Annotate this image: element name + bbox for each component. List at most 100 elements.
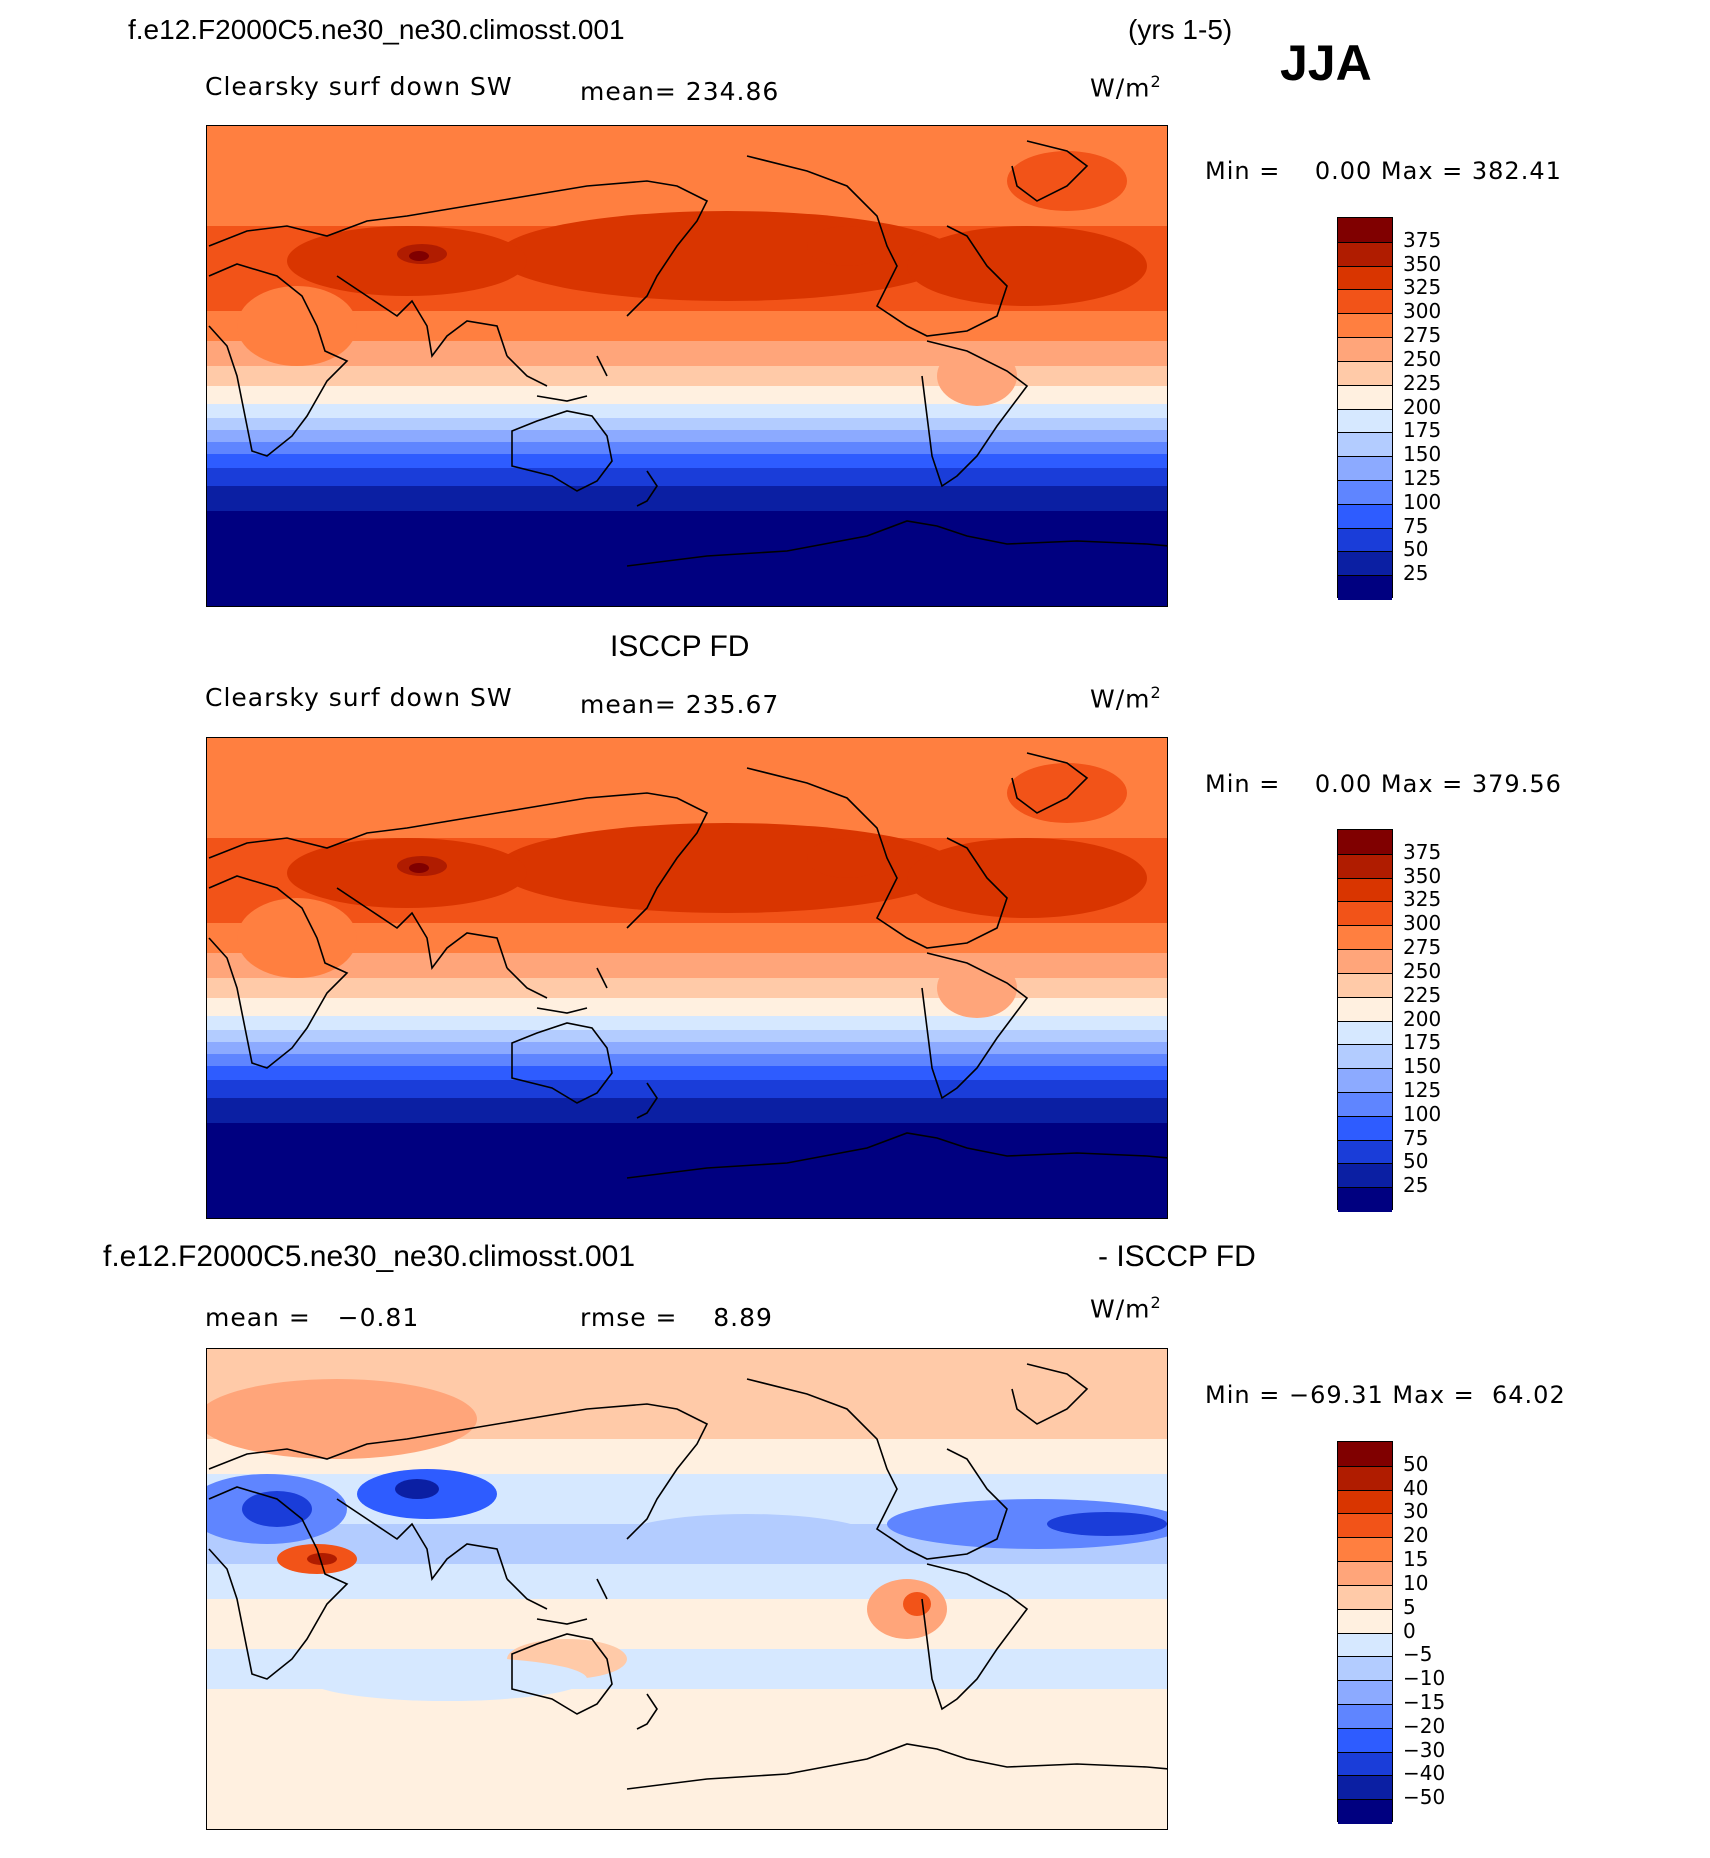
field-band	[207, 738, 1167, 838]
field-band	[207, 1564, 1167, 1599]
colorbar-tick-label: −40	[1403, 1761, 1446, 1786]
panel2-map	[206, 737, 1168, 1219]
field-blob	[977, 1364, 1157, 1414]
colorbar-swatch	[1338, 949, 1392, 974]
season-label: JJA	[1280, 35, 1372, 91]
colorbar-swatch	[1338, 527, 1392, 552]
colorbar-tick-label: 100	[1403, 1101, 1442, 1126]
field-band	[207, 126, 1167, 226]
colorbar-tick-label: 5	[1403, 1594, 1416, 1619]
diff-mean: mean = −0.81	[205, 1303, 420, 1332]
colorbar-swatch	[1338, 996, 1392, 1021]
colorbar-swatch	[1338, 551, 1392, 576]
colorbar-swatch	[1338, 265, 1392, 290]
colorbar-tick-label: 300	[1403, 911, 1442, 936]
colorbar-swatch	[1338, 1537, 1392, 1562]
colorbar-tick-label: −10	[1403, 1666, 1446, 1691]
colorbar-swatch	[1338, 575, 1392, 600]
colorbar-swatch	[1338, 503, 1392, 529]
colorbar-tick-label: 250	[1403, 958, 1442, 983]
field-band	[207, 386, 1167, 404]
colorbar-swatch	[1338, 1163, 1392, 1188]
colorbar-swatch	[1338, 1680, 1392, 1705]
colorbar-swatch	[1338, 313, 1392, 338]
field-blob	[207, 1379, 477, 1459]
field-band	[207, 1098, 1167, 1123]
field-blob	[903, 1592, 931, 1616]
diff-title-left: f.e12.F2000C5.ne30_ne30.climosst.001	[103, 1240, 636, 1273]
colorbar-tick-label: 20	[1403, 1523, 1429, 1548]
colorbar-tick-label: 300	[1403, 299, 1442, 324]
field-blob	[1047, 1512, 1167, 1536]
colorbar-tick-label: 375	[1403, 227, 1442, 252]
field-band	[207, 418, 1167, 430]
colorbar-swatch	[1338, 360, 1392, 386]
colorbar-tick-label: 225	[1403, 370, 1442, 395]
field-band	[207, 341, 1167, 366]
field-blob	[807, 226, 887, 266]
colorbar-tick-label: 175	[1403, 418, 1442, 443]
field-blob	[1007, 763, 1127, 823]
colorbar-tick-label: 175	[1403, 1030, 1442, 1055]
field-blob	[409, 863, 429, 873]
field-band	[207, 1689, 1167, 1829]
panel2-field	[207, 738, 1167, 1218]
colorbar-swatch	[1338, 384, 1392, 409]
colorbar-tick-label: 50	[1403, 1451, 1429, 1476]
colorbar-tick-label: 0	[1403, 1618, 1416, 1643]
colorbar-tick-label: −50	[1403, 1785, 1446, 1810]
field-band	[207, 1599, 1167, 1649]
colorbar-tick-label: 200	[1403, 1006, 1442, 1031]
diff-field	[207, 1349, 1167, 1829]
colorbar-swatch	[1338, 925, 1392, 950]
colorbar-swatch	[1338, 1091, 1392, 1117]
colorbar-swatch	[1338, 456, 1392, 481]
colorbar-tick-label: 275	[1403, 323, 1442, 348]
colorbar-tick-label: 40	[1403, 1475, 1429, 1500]
colorbar-tick-label: 275	[1403, 935, 1442, 960]
colorbar-swatch	[1338, 408, 1392, 433]
field-band	[207, 454, 1167, 468]
colorbar-tick-label: 15	[1403, 1547, 1429, 1572]
colorbar-swatch	[1338, 1489, 1392, 1514]
diff-minmax: Min = −69.31 Max = 64.02	[1205, 1381, 1566, 1409]
colorbar-swatch	[1338, 218, 1392, 243]
colorbar-tick-label: −5	[1403, 1642, 1433, 1667]
field-blob	[497, 823, 957, 913]
colorbar-swatch	[1338, 1775, 1392, 1800]
colorbar-tick-label: 125	[1403, 465, 1442, 490]
colorbar-swatch	[1338, 972, 1392, 998]
field-band	[207, 404, 1167, 418]
colorbar-swatch	[1338, 1465, 1392, 1491]
colorbar-swatch	[1338, 337, 1392, 362]
colorbar-swatch	[1338, 1561, 1392, 1586]
colorbar-tick-label: 325	[1403, 887, 1442, 912]
field-band	[207, 442, 1167, 454]
colorbar-swatch	[1338, 479, 1392, 505]
field-blob	[395, 1479, 439, 1499]
diff-colorbar	[1337, 1441, 1393, 1824]
colorbar-swatch	[1338, 1139, 1392, 1164]
field-blob	[907, 226, 1147, 306]
field-blob	[937, 346, 1017, 406]
field-blob	[487, 1359, 767, 1419]
colorbar-swatch	[1338, 1442, 1392, 1467]
colorbar-swatch	[1338, 1727, 1392, 1753]
case-title: f.e12.F2000C5.ne30_ne30.climosst.001	[128, 14, 625, 45]
field-band	[207, 1042, 1167, 1054]
colorbar-tick-label: 10	[1403, 1570, 1429, 1595]
field-blob	[242, 1491, 312, 1527]
colorbar-swatch	[1338, 830, 1392, 855]
panel2-mean: mean= 235.67	[580, 690, 780, 719]
field-band	[207, 1054, 1167, 1066]
field-blob	[907, 838, 1147, 918]
diff-units: W/m2	[1090, 1293, 1162, 1324]
field-blob	[237, 898, 357, 978]
field-blob	[307, 1657, 587, 1701]
colorbar-swatch	[1338, 1703, 1392, 1729]
colorbar-swatch	[1338, 1799, 1392, 1824]
field-band	[207, 1066, 1167, 1080]
colorbar-swatch	[1338, 1044, 1392, 1069]
colorbar-tick-label: 75	[1403, 1125, 1429, 1150]
field-blob	[237, 286, 357, 366]
